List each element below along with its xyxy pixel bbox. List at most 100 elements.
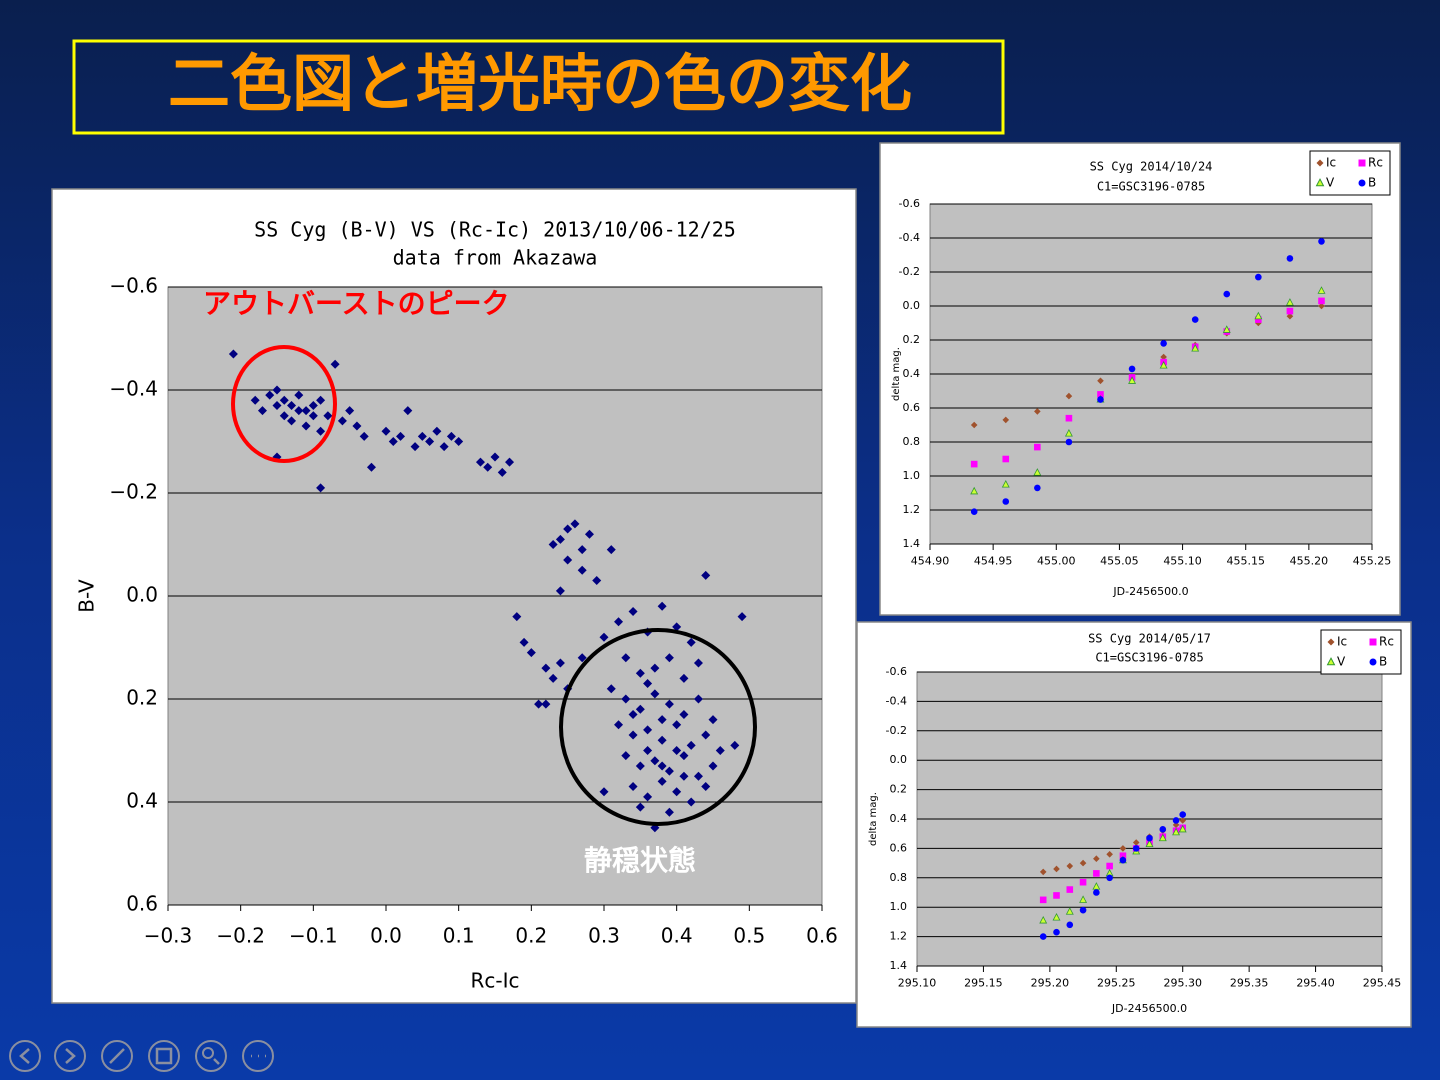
x-tick-label: 455.10 <box>1163 555 1202 568</box>
y-tick-label: -0.2 <box>886 724 907 737</box>
data-point <box>439 442 449 452</box>
y-tick-label: 0.6 <box>890 841 908 854</box>
data-point <box>1097 396 1104 403</box>
nav-pen[interactable] <box>101 1040 133 1072</box>
data-point <box>679 771 689 781</box>
highlight-circle <box>231 345 337 463</box>
y-tick-label: 0.8 <box>903 435 921 448</box>
data-point <box>1079 906 1087 914</box>
data-point <box>693 771 703 781</box>
data-point <box>1093 870 1100 877</box>
data-point <box>664 653 674 663</box>
y-tick-label: 0.0 <box>903 299 921 312</box>
data-point <box>1039 896 1047 904</box>
data-point <box>1255 273 1262 281</box>
data-point <box>563 524 573 534</box>
data-point <box>410 442 420 452</box>
data-point <box>1285 298 1294 306</box>
data-point <box>563 555 573 565</box>
nav-slides[interactable] <box>148 1040 180 1072</box>
data-point <box>621 653 631 663</box>
y-tick-label: 1.4 <box>903 537 921 550</box>
y-axis-label: delta mag. <box>891 347 902 401</box>
data-point <box>628 730 638 740</box>
data-point <box>1034 443 1041 451</box>
x-tick-label: 295.40 <box>1296 977 1335 990</box>
y-tick-label: -0.2 <box>899 265 920 278</box>
legend-label: Ic <box>1326 156 1336 170</box>
legend-label: Ic <box>1337 635 1347 649</box>
data-point <box>272 400 282 410</box>
y-tick-label: 1.4 <box>890 959 908 972</box>
data-point <box>352 421 362 431</box>
data-point <box>1132 845 1140 852</box>
data-point <box>1079 878 1087 886</box>
data-point <box>643 746 653 755</box>
data-point <box>1159 825 1167 833</box>
data-point <box>294 406 304 416</box>
y-tick-label: 0.6 <box>126 892 158 916</box>
data-point <box>650 663 660 673</box>
y-tick-label: 0.0 <box>126 583 158 607</box>
data-point <box>970 508 978 515</box>
data-point <box>1318 238 1325 245</box>
data-point <box>1066 886 1074 893</box>
chart-title: SS Cyg 2014/05/17 <box>1088 632 1211 646</box>
y-tick-label: -0.6 <box>886 665 907 678</box>
data-point <box>316 426 326 436</box>
data-point <box>730 740 740 750</box>
data-point <box>257 406 267 416</box>
data-point <box>679 709 689 719</box>
data-point <box>1079 859 1087 867</box>
data-point <box>475 457 485 467</box>
legend-label: Rc <box>1379 635 1394 649</box>
y-tick-label: 1.0 <box>890 900 908 913</box>
chart-title: SS Cyg (B-V) VS (Rc-Ic) 2013/10/06-12/25 <box>254 218 736 242</box>
data-point <box>1146 834 1153 842</box>
x-tick-label: 0.2 <box>515 924 547 948</box>
data-point <box>693 658 703 668</box>
data-point <box>541 699 551 709</box>
data-point <box>628 782 638 792</box>
nav-zoom[interactable] <box>195 1040 227 1072</box>
y-tick-label: 1.2 <box>890 930 908 943</box>
data-point <box>1172 827 1181 836</box>
data-point <box>308 400 318 410</box>
data-point <box>577 653 587 663</box>
data-point <box>1106 850 1113 858</box>
x-tick-label: 0.4 <box>661 924 693 948</box>
legend-label: B <box>1379 655 1387 669</box>
data-point <box>301 406 311 416</box>
data-point <box>548 540 558 549</box>
legend-marker <box>1358 179 1366 187</box>
data-point <box>1039 933 1047 940</box>
data-point <box>1106 862 1113 870</box>
y-tick-label: 1.0 <box>903 469 921 482</box>
x-tick-label: 295.25 <box>1097 977 1136 990</box>
x-tick-label: 0.5 <box>733 924 765 948</box>
y-tick-label: 0.4 <box>903 367 921 380</box>
nav-zoom-glyph <box>202 1047 214 1059</box>
data-point <box>643 679 653 689</box>
data-point <box>1002 416 1010 424</box>
data-point <box>701 730 711 740</box>
data-point <box>1002 455 1010 463</box>
data-point <box>1286 312 1294 320</box>
y-axis-label: B-V <box>75 579 99 613</box>
data-point <box>1178 824 1187 833</box>
data-point <box>279 395 289 405</box>
data-point <box>635 668 645 678</box>
annotation: アウトバーストのピーク <box>203 287 510 320</box>
data-point <box>541 663 551 673</box>
data-point <box>657 761 667 771</box>
x-tick-label: 295.45 <box>1363 977 1402 990</box>
nav-next[interactable] <box>54 1040 86 1072</box>
y-tick-label: 0.6 <box>903 401 921 414</box>
data-point <box>1034 484 1041 492</box>
data-point <box>679 751 689 761</box>
data-point <box>686 797 696 807</box>
nav-more[interactable] <box>242 1040 274 1072</box>
data-point <box>228 349 238 359</box>
nav-prev[interactable] <box>9 1040 41 1072</box>
x-tick-label: −0.2 <box>216 924 265 948</box>
